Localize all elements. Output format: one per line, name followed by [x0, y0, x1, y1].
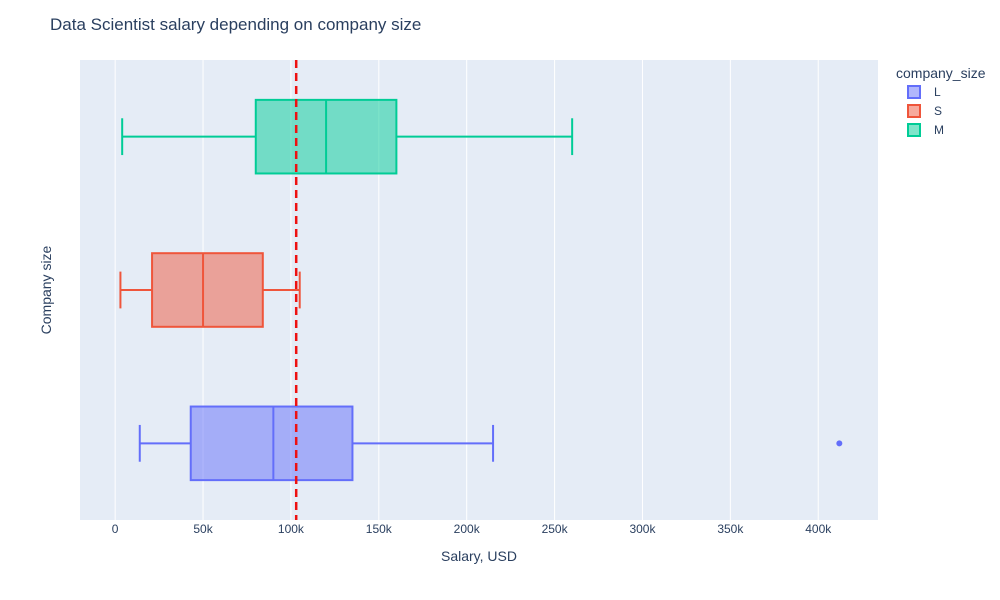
x-tick-label: 50k — [193, 522, 213, 536]
outlier-point — [836, 440, 843, 447]
chart-title: Data Scientist salary depending on compa… — [50, 15, 421, 34]
x-tick-label: 400k — [805, 522, 832, 536]
legend-title: company_size — [896, 65, 986, 81]
box-M — [121, 98, 574, 175]
x-axis-title: Salary, USD — [441, 548, 517, 564]
x-tick-label: 350k — [717, 522, 744, 536]
x-tick-label: 250k — [542, 522, 569, 536]
legend-label-M: M — [934, 123, 944, 137]
y-axis-title: Company size — [38, 245, 54, 334]
x-tick-label: 100k — [278, 522, 305, 536]
box-plots — [119, 98, 843, 482]
legend-swatch-S — [907, 104, 921, 118]
x-tick-label: 0 — [112, 522, 119, 536]
x-tick-label: 150k — [366, 522, 393, 536]
x-tick-label: 300k — [629, 522, 656, 536]
x-tick-labels: 0 50k 100k 150k 200k 250k 300k 350k 400k — [112, 522, 832, 536]
iqr-box — [189, 405, 354, 482]
x-tick-label: 200k — [454, 522, 481, 536]
legend-label-S: S — [934, 104, 942, 118]
legend-label-L: L — [934, 85, 941, 99]
box-L — [138, 405, 843, 482]
iqr-box — [151, 252, 264, 328]
box-S — [119, 252, 301, 328]
legend-swatch-M — [907, 123, 921, 137]
legend-swatch-L — [907, 85, 921, 99]
legend: company_size LSM — [896, 65, 986, 137]
